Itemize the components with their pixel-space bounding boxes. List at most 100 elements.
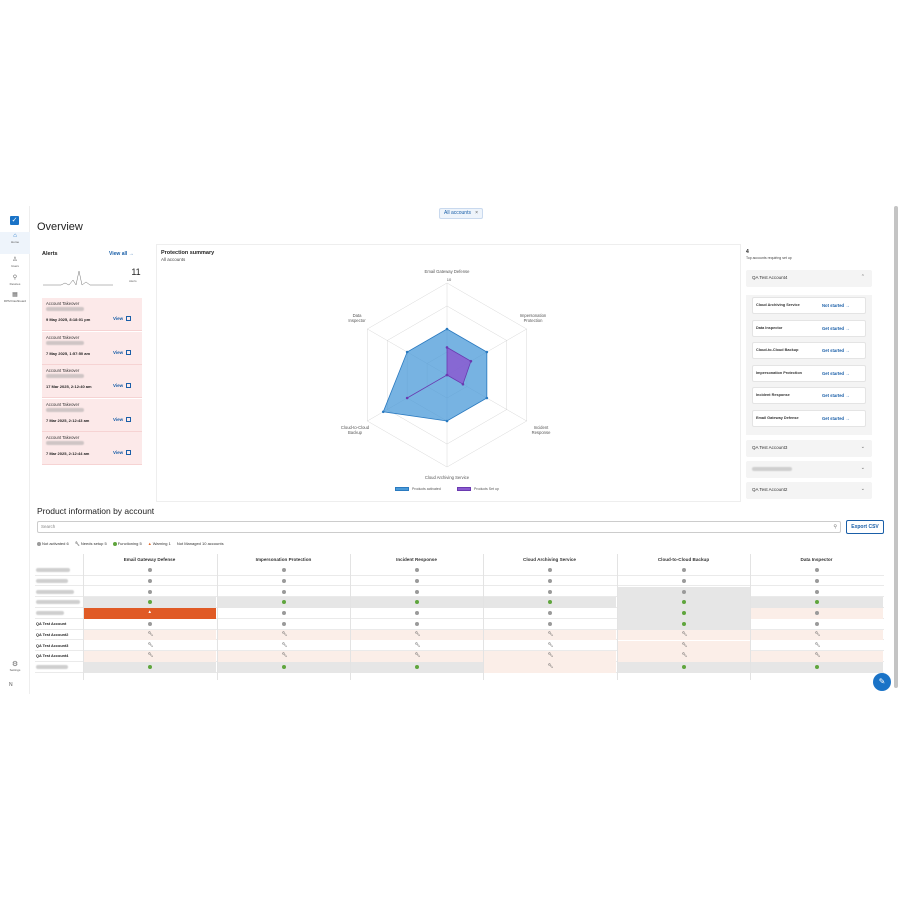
- status-cell[interactable]: [617, 565, 750, 576]
- table-row[interactable]: [35, 597, 884, 608]
- status-cell[interactable]: [83, 619, 216, 630]
- nav-users[interactable]: ♙ Users: [0, 256, 30, 278]
- alert-view-link[interactable]: View: [113, 416, 124, 422]
- status-cell[interactable]: [617, 662, 750, 673]
- get-started-link[interactable]: Not started →: [822, 303, 849, 308]
- alert-view-link[interactable]: View: [113, 450, 124, 455]
- status-cell[interactable]: [83, 587, 216, 598]
- user-avatar[interactable]: N: [9, 682, 13, 688]
- status-cell[interactable]: [217, 608, 350, 619]
- status-cell[interactable]: [750, 619, 883, 630]
- radar-point[interactable]: [445, 419, 449, 423]
- status-cell[interactable]: 🔧︎: [750, 651, 883, 662]
- status-cell[interactable]: 🔧︎: [83, 641, 216, 652]
- external-link-icon[interactable]: [126, 383, 131, 388]
- export-csv-button[interactable]: Export CSV: [846, 520, 884, 534]
- nav-home[interactable]: ⌂ Home: [0, 232, 30, 254]
- status-chip[interactable]: ▲ Warning 1: [148, 541, 171, 546]
- alerts-view-all-link[interactable]: View all →: [109, 251, 134, 257]
- radar-point[interactable]: [485, 396, 489, 400]
- status-cell[interactable]: [617, 619, 750, 630]
- radar-point[interactable]: [461, 382, 465, 386]
- radar-point[interactable]: [381, 410, 385, 414]
- column-header[interactable]: Cloud-to-Cloud Backup: [657, 557, 710, 562]
- status-cell[interactable]: [217, 662, 350, 673]
- status-cell[interactable]: [350, 565, 483, 576]
- status-cell[interactable]: [217, 619, 350, 630]
- alert-view-link[interactable]: View: [113, 316, 124, 321]
- status-cell[interactable]: [750, 597, 883, 608]
- table-row[interactable]: QA Test Account3 🔧︎ 🔧︎ 🔧︎ 🔧︎ 🔧︎ 🔧︎: [35, 640, 884, 652]
- alert-view-link[interactable]: View: [113, 383, 124, 388]
- radar-point[interactable]: [405, 350, 409, 354]
- status-cell[interactable]: [750, 576, 883, 587]
- table-row[interactable]: QA Test Account4 🔧︎ 🔧︎ 🔧︎ 🔧︎ 🔧︎ 🔧︎: [35, 651, 884, 662]
- status-chip[interactable]: Not Managed 10 accounts: [177, 541, 224, 546]
- status-cell[interactable]: 🔧︎: [83, 651, 216, 662]
- status-cell[interactable]: [350, 662, 483, 673]
- external-link-icon[interactable]: [126, 416, 131, 422]
- status-cell[interactable]: 🔧︎: [217, 629, 350, 641]
- status-cell[interactable]: [617, 608, 750, 619]
- logo-icon[interactable]: ✓: [10, 216, 19, 225]
- get-started-link[interactable]: Get started →: [822, 326, 849, 331]
- status-cell[interactable]: [617, 586, 750, 598]
- status-cell[interactable]: [217, 576, 350, 587]
- status-cell[interactable]: [483, 608, 616, 619]
- status-cell[interactable]: 🔧︎: [483, 629, 616, 641]
- external-link-icon[interactable]: [126, 450, 131, 455]
- status-cell[interactable]: [483, 565, 616, 576]
- status-chip[interactable]: Not activated 6: [37, 541, 69, 546]
- status-cell[interactable]: [350, 619, 483, 630]
- column-header[interactable]: Data Inspector: [800, 557, 833, 562]
- radar-point[interactable]: [405, 396, 409, 400]
- get-started-link[interactable]: Get started →: [822, 393, 849, 398]
- radar-point[interactable]: [445, 346, 449, 349]
- status-cell[interactable]: [83, 662, 216, 673]
- radar-point[interactable]: [485, 350, 489, 354]
- legend-products-activated[interactable]: Products activated: [395, 487, 441, 492]
- help-fab-button[interactable]: ✎: [873, 673, 891, 691]
- close-icon[interactable]: ×: [475, 210, 478, 216]
- get-started-link[interactable]: Get started →: [822, 348, 849, 353]
- status-cell[interactable]: [750, 662, 883, 673]
- get-started-link[interactable]: Get started →: [822, 416, 849, 421]
- status-cell[interactable]: [483, 587, 616, 598]
- status-cell[interactable]: 🔧︎: [217, 651, 350, 662]
- status-cell[interactable]: 🔧︎: [217, 641, 350, 652]
- radar-point[interactable]: [445, 373, 449, 377]
- nav-devices[interactable]: ⚲ Devices: [0, 274, 30, 296]
- status-cell[interactable]: 🔧︎: [350, 641, 483, 652]
- column-header[interactable]: Impersonation Protection: [255, 557, 312, 562]
- scrollbar[interactable]: [894, 206, 898, 688]
- status-cell[interactable]: 🔧︎: [750, 641, 883, 652]
- column-header[interactable]: Incident Response: [396, 557, 437, 562]
- status-cell[interactable]: [617, 597, 750, 608]
- status-cell[interactable]: 🔧︎: [750, 629, 883, 641]
- status-cell[interactable]: 🔧︎: [483, 662, 616, 673]
- status-cell[interactable]: 🔧︎: [617, 629, 750, 641]
- status-chip[interactable]: Functioning 5: [112, 541, 142, 546]
- status-cell[interactable]: 🔧︎: [350, 629, 483, 641]
- status-cell[interactable]: 🔧︎: [483, 651, 616, 662]
- external-link-icon[interactable]: [126, 316, 131, 321]
- status-cell[interactable]: [83, 565, 216, 576]
- account-filter-chip[interactable]: All accounts ×: [439, 208, 483, 219]
- account-accordion-header[interactable]: QA Test Account3 ⌄: [746, 440, 872, 457]
- table-row[interactable]: QA Test Account2 🔧︎ 🔧︎ 🔧︎ 🔧︎ 🔧︎ 🔧︎: [35, 629, 884, 641]
- status-cell[interactable]: [350, 576, 483, 587]
- status-cell[interactable]: 🔧︎: [617, 651, 750, 662]
- status-cell[interactable]: [750, 587, 883, 598]
- status-cell[interactable]: ▲: [83, 608, 216, 619]
- alert-view-link[interactable]: View: [113, 349, 124, 355]
- status-cell[interactable]: 🔧︎: [350, 651, 483, 662]
- status-cell[interactable]: [483, 597, 616, 608]
- nav-settings[interactable]: ⚙ Settings: [4, 660, 26, 672]
- status-cell[interactable]: [750, 608, 883, 619]
- column-header[interactable]: Email Gateway Defense: [123, 557, 176, 562]
- status-cell[interactable]: [483, 619, 616, 630]
- table-row[interactable]: ▲: [35, 608, 884, 619]
- account-accordion-header[interactable]: QA Test Account2 ⌄: [746, 482, 872, 499]
- get-started-link[interactable]: Get started →: [822, 371, 849, 376]
- status-cell[interactable]: [217, 587, 350, 598]
